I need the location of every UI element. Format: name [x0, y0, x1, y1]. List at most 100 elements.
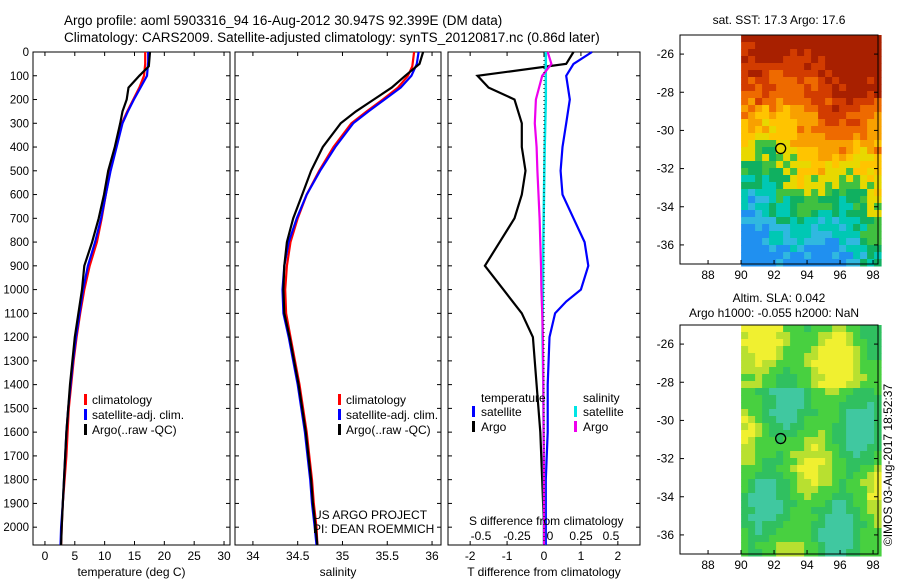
map-cell: [867, 63, 875, 71]
map-cell: [776, 252, 784, 260]
map-cell: [804, 70, 812, 78]
map-cell: [748, 133, 756, 141]
map-cell: [783, 514, 791, 522]
map-cell: [790, 514, 798, 522]
map-cell: [867, 49, 875, 57]
map-cell: [832, 238, 840, 246]
map-cell: [839, 56, 847, 64]
map-cell: [769, 42, 777, 50]
map-cell: [741, 472, 749, 480]
map-cell: [818, 521, 826, 529]
map-cell: [776, 374, 784, 382]
map-cell: [839, 161, 847, 169]
map-cell: [846, 444, 854, 452]
map-cell: [867, 479, 875, 487]
map-cell: [853, 154, 861, 162]
map-cell: [832, 486, 840, 494]
map-cell: [839, 42, 847, 50]
map-cell: [846, 196, 854, 204]
map-cell: [818, 49, 826, 57]
map-cell: [741, 339, 749, 347]
map-cell: [762, 70, 770, 78]
map-cell: [825, 353, 833, 361]
map-cell: [832, 91, 840, 99]
map-cell: [846, 479, 854, 487]
map-cell: [741, 444, 749, 452]
map-cell: [776, 332, 784, 340]
map-cell: [804, 196, 812, 204]
map-cell: [853, 203, 861, 211]
legend-salinity-label: climatology: [346, 393, 406, 407]
map-cell: [853, 224, 861, 232]
map-cell: [811, 147, 819, 155]
map-cell: [811, 535, 819, 543]
map-cell: [818, 332, 826, 340]
map-cell: [839, 189, 847, 197]
map-cell: [748, 70, 756, 78]
map-cell: [853, 217, 861, 225]
map-cell: [846, 416, 854, 424]
map-cell: [769, 245, 777, 253]
map-cell: [755, 486, 763, 494]
map-cell: [846, 535, 854, 543]
map-cell: [797, 245, 805, 253]
legend-diff-title-salinity: salinity: [583, 391, 620, 405]
legend-salinity-label: Argo(..raw -QC): [346, 423, 431, 437]
map-cell: [783, 465, 791, 473]
map-cell: [769, 238, 777, 246]
map-cell: [832, 451, 840, 459]
map-cell: [853, 238, 861, 246]
map-cell: [839, 346, 847, 354]
map-cell: [853, 430, 861, 438]
map-cell: [860, 409, 868, 417]
map-cell: [762, 507, 770, 515]
map-cell: [748, 486, 756, 494]
map-cell: [769, 507, 777, 515]
map-xtick-label: 94: [800, 268, 814, 282]
map-cell: [741, 119, 749, 127]
map-cell: [804, 77, 812, 85]
map-cell: [769, 346, 777, 354]
map-cell: [825, 105, 833, 113]
map-cell: [783, 360, 791, 368]
map-cell: [818, 423, 826, 431]
map-cell: [818, 325, 826, 333]
map-cell: [755, 231, 763, 239]
map-cell: [804, 119, 812, 127]
map-cell: [818, 486, 826, 494]
map-cell: [755, 119, 763, 127]
map-cell: [762, 98, 770, 106]
map-cell: [867, 353, 875, 361]
map-cell: [818, 535, 826, 543]
map-cell: [783, 325, 791, 333]
map-cell: [867, 549, 875, 557]
map-cell: [839, 119, 847, 127]
map-cell: [811, 514, 819, 522]
map-cell: [860, 203, 868, 211]
map-cell: [818, 196, 826, 204]
map-cell: [804, 91, 812, 99]
map-cell: [783, 423, 791, 431]
map-cell: [867, 126, 875, 134]
map-cell: [825, 493, 833, 501]
map-cell: [825, 514, 833, 522]
map-cell: [804, 49, 812, 57]
legend-diff-swatch: [472, 421, 475, 432]
map-cell: [839, 238, 847, 246]
map-cell: [790, 238, 798, 246]
map-cell: [867, 381, 875, 389]
map-cell: [797, 507, 805, 515]
map-cell: [790, 70, 798, 78]
xtick-label-temperature: 30: [217, 549, 231, 563]
map-cell: [811, 374, 819, 382]
map-cell: [783, 444, 791, 452]
map-cell: [867, 42, 875, 50]
map-cell: [846, 49, 854, 57]
map-cell: [846, 84, 854, 92]
map-cell: [762, 430, 770, 438]
map-cell: [853, 91, 861, 99]
map-cell: [762, 458, 770, 466]
map-cell: [825, 479, 833, 487]
map-cell: [790, 210, 798, 218]
